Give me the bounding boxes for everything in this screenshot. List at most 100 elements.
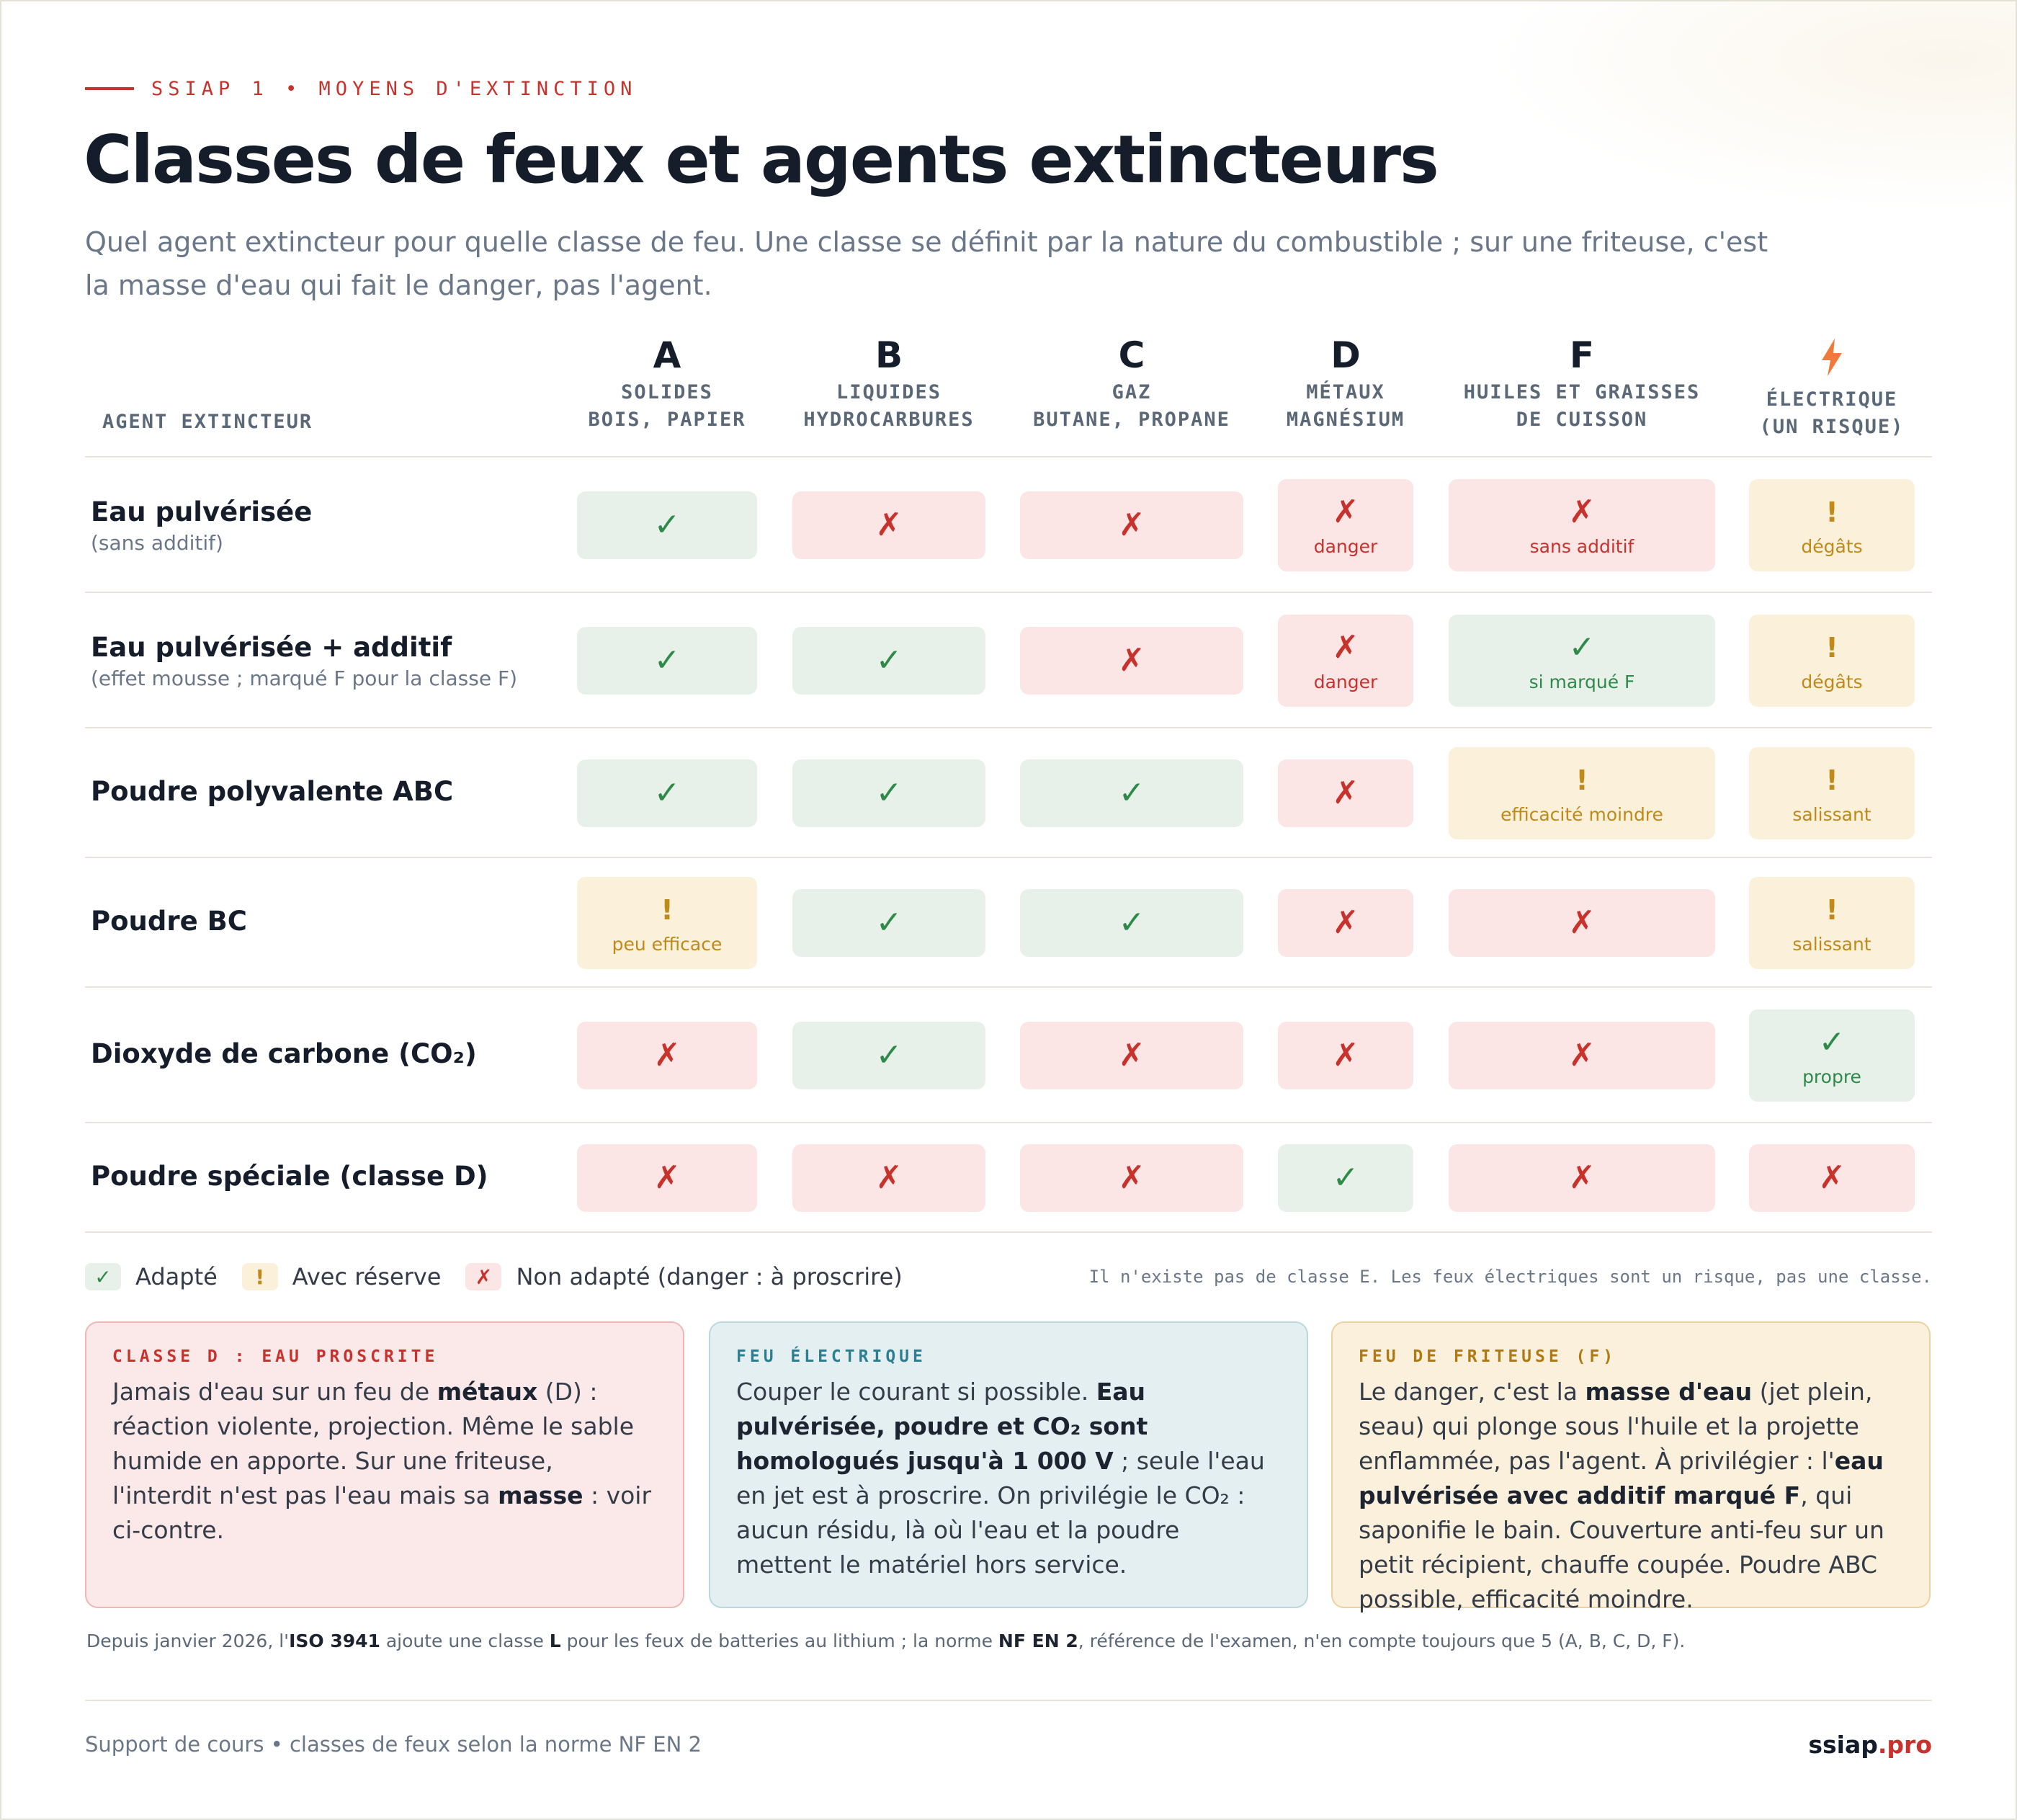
cell-ok: ✓ [792, 627, 985, 695]
status-symbol: ✗ [1332, 904, 1359, 941]
status-note: danger [1313, 671, 1378, 692]
agent-note: (effet mousse ; marqué F pour la classe … [91, 666, 518, 690]
cell-no: ✗ [1020, 1144, 1243, 1212]
status-symbol: ✗ [1332, 628, 1359, 666]
column-header-1: B LIQUIDES HYDROCARBURES [738, 331, 1040, 434]
table-row: Poudre polyvalente ABC ✓ ✓ ✓ ✗! efficacité mo… [85, 728, 1932, 858]
status-symbol: ✗ [875, 507, 903, 543]
callout-class-d: CLASSE D : EAU PROSCRITE Jamais d'eau su… [85, 1321, 684, 1608]
cell-no: ✗ [1278, 759, 1413, 827]
column-header-0: A SOLIDES BOIS, PAPIER [516, 331, 818, 434]
cell-ok: ✓ [577, 491, 757, 559]
callout-fryer-title: FEU DE FRITEUSE (F) [1359, 1347, 1617, 1366]
status-symbol: ✗ [1332, 775, 1359, 811]
legend-ok-label: Adapté [135, 1263, 218, 1290]
cell-ok: ✓ [577, 759, 757, 827]
cell-ok: ✓ propre [1749, 1009, 1915, 1102]
class-label-line2: MAGNÉSIUM [1286, 409, 1405, 431]
class-label-line1: HUILES ET GRAISSES [1463, 381, 1701, 403]
cell-no: ✗ [577, 1144, 757, 1212]
cell-no: ✗ [1278, 1022, 1413, 1089]
status-symbol: ✗ [1118, 1037, 1145, 1074]
footer-brand[interactable]: ssiap.pro [1808, 1731, 1932, 1759]
status-symbol: ✗ [1568, 1159, 1596, 1196]
status-note: salissant [1792, 933, 1871, 955]
status-symbol: ✓ [653, 507, 681, 543]
status-symbol: ✓ [875, 1037, 903, 1074]
class-label-line2: HYDROCARBURES [803, 409, 975, 431]
legend-item-no: ✗ Non adapté (danger : à proscrire) [465, 1263, 903, 1290]
status-symbol: ✗ [1568, 1037, 1596, 1074]
footnote: Depuis janvier 2026, l'ISO 3941 ajoute u… [86, 1631, 1686, 1651]
column-header-5: ÉLECTRIQUE (UN RISQUE) [1681, 331, 1983, 441]
legend: ✓ Adapté ! Avec réserve ✗ Non adapté (da… [85, 1259, 1932, 1294]
status-note: peu efficace [612, 933, 723, 955]
cell-no: ✗ [1020, 491, 1243, 559]
legend-warn-symbol: ! [241, 1263, 278, 1290]
status-note: sans additif [1529, 535, 1634, 557]
cell-ok: ✓ [1020, 759, 1243, 827]
kicker: SSIAP 1 • MOYENS D'EXTINCTION [85, 77, 638, 100]
cell-ok: ✓ [792, 1022, 985, 1089]
cell-warn: ! dégâts [1749, 615, 1915, 707]
status-symbol: ✗ [1332, 493, 1359, 530]
legend-item-ok: ✓ Adapté [85, 1263, 218, 1290]
cell-no: ✗ [577, 1022, 757, 1089]
status-symbol: ✓ [1118, 775, 1145, 811]
class-letter: B [875, 334, 903, 376]
status-symbol: ! [1825, 496, 1838, 528]
status-symbol: ✓ [875, 904, 903, 941]
class-letter: F [1569, 334, 1595, 376]
status-symbol: ✓ [1818, 1023, 1846, 1061]
agent-name: Poudre spéciale (classe D) [91, 1161, 488, 1192]
callout-fryer-text: Le danger, c'est la masse d'eau (jet ple… [1359, 1378, 1884, 1613]
class-letter: D [1330, 334, 1361, 376]
cell-warn: ! salissant [1749, 877, 1915, 969]
table-row: Eau pulvérisée + additif (effet mousse ; … [85, 593, 1932, 728]
kicker-text: SSIAP 1 • MOYENS D'EXTINCTION [151, 77, 638, 100]
callout-fryer: FEU DE FRITEUSE (F) Le danger, c'est la … [1331, 1321, 1931, 1613]
table-row: Eau pulvérisée (sans additif) ✓ ✗ ✗ ✗ danger ✗ s… [85, 458, 1932, 593]
cell-no: ✗ [1449, 1144, 1715, 1212]
class-label-line2: (UN RISQUE) [1759, 416, 1905, 438]
cell-no: ✗ sans additif [1449, 479, 1715, 571]
page-title: Classes de feux et agents extincteurs [84, 121, 1439, 198]
cell-warn: ! dégâts [1749, 479, 1915, 571]
status-symbol: ✗ [875, 1159, 903, 1196]
cell-no: ✗ danger [1278, 615, 1413, 707]
status-symbol: ✗ [1332, 1037, 1359, 1074]
status-symbol: ✓ [1332, 1159, 1359, 1196]
status-note: propre [1802, 1066, 1861, 1087]
compatibility-matrix: AGENT EXTINCTEUR A SOLIDES BOIS, PAPIER B LI… [85, 331, 1932, 1233]
column-header-4: F HUILES ET GRAISSES DE CUISSON [1431, 331, 1733, 434]
status-symbol: ✗ [653, 1037, 681, 1074]
cell-no: ✗ [792, 1144, 985, 1212]
status-note: dégâts [1801, 535, 1863, 557]
agent-column-header: AGENT EXTINCTEUR [102, 411, 313, 433]
status-symbol: ✓ [653, 642, 681, 679]
class-label-line1: SOLIDES [621, 381, 713, 403]
status-symbol: ✗ [1568, 904, 1596, 941]
status-note: salissant [1792, 803, 1871, 825]
status-symbol: ! [1825, 764, 1838, 796]
class-label-line1: ÉLECTRIQUE [1766, 388, 1898, 411]
class-label-line2: DE CUISSON [1516, 409, 1648, 431]
cell-no: ✗ danger [1278, 479, 1413, 571]
footer-divider [85, 1700, 1932, 1701]
callout-electric-text: Couper le courant si possible. Eau pulvé… [736, 1378, 1265, 1579]
matrix-header: AGENT EXTINCTEUR A SOLIDES BOIS, PAPIER B LI… [85, 331, 1932, 458]
status-symbol: ! [1575, 764, 1588, 796]
column-header-3: D MÉTAUX MAGNÉSIUM [1194, 331, 1497, 434]
agent-name: Dioxyde de carbone (CO₂) [91, 1038, 477, 1069]
status-symbol: ✓ [653, 775, 681, 811]
cell-ok: ✓ [792, 889, 985, 957]
status-symbol: ✓ [1568, 628, 1596, 666]
brand-tld: .pro [1877, 1731, 1932, 1759]
class-label-line2: BUTANE, PROPANE [1033, 409, 1230, 431]
legend-warn-label: Avec réserve [292, 1263, 442, 1290]
status-symbol: ! [661, 893, 674, 926]
status-symbol: ✗ [1118, 507, 1145, 543]
cell-warn: ! salissant [1749, 747, 1915, 839]
matrix-body: Eau pulvérisée (sans additif) ✓ ✗ ✗ ✗ danger ✗ s… [85, 458, 1932, 1233]
status-symbol: ! [1825, 631, 1838, 664]
